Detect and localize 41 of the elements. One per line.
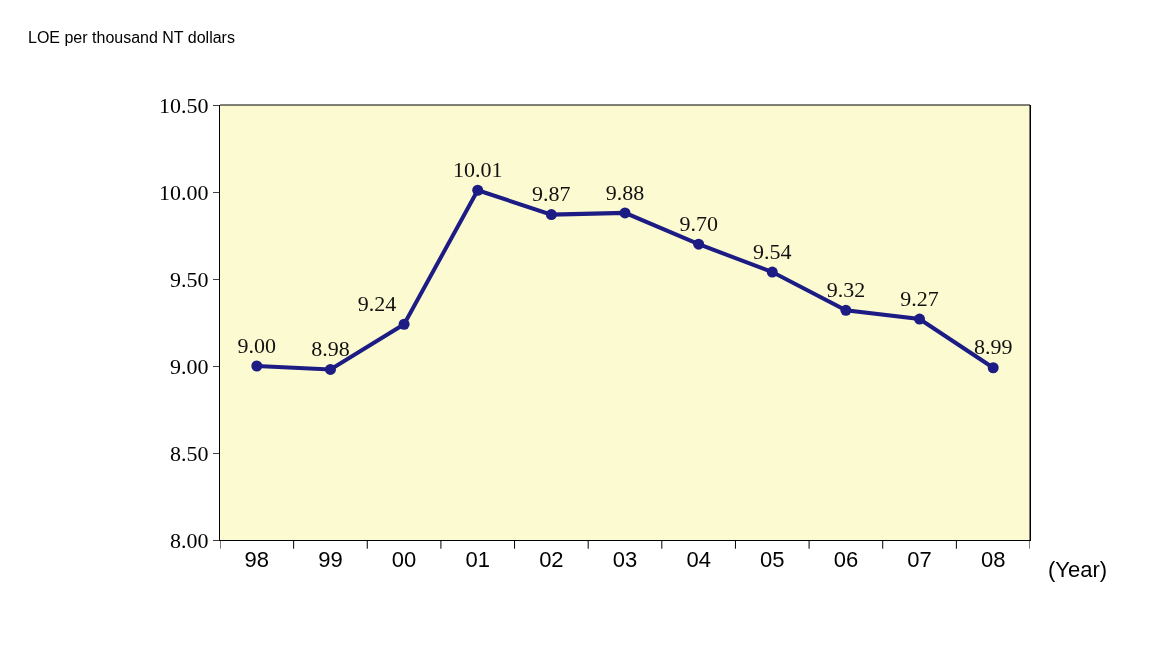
y-tick-label: 8.00 (170, 527, 209, 553)
point (987, 362, 999, 374)
x-tick-label: 05 (760, 547, 785, 573)
data-label: 9.27 (900, 285, 939, 311)
point (545, 209, 557, 221)
point (251, 360, 263, 372)
x-tick-label: 08 (980, 547, 1006, 573)
x-tick-label: 00 (391, 547, 417, 573)
x-tick-label: 99 (318, 547, 343, 573)
data-label: 9.87 (532, 181, 571, 207)
point (398, 318, 410, 330)
x-tick-label: 98 (244, 547, 270, 573)
data-label: 9.70 (679, 210, 718, 236)
y-tick-label: 9.00 (170, 353, 209, 379)
data-label: 9.32 (826, 276, 866, 302)
y-tick-label: 8.50 (170, 440, 209, 466)
data-label: 8.99 (973, 334, 1013, 360)
y-axis-title: LOE per thousand NT dollars (28, 29, 235, 46)
point (619, 207, 631, 219)
x-tick-label: 02 (539, 547, 564, 573)
point (693, 238, 705, 250)
data-label: 9.00 (237, 332, 277, 358)
y-tick-label: 10.50 (159, 92, 209, 118)
x-tick-label: 03 (612, 547, 638, 573)
point (840, 304, 852, 316)
y-tick-label: 10.00 (159, 179, 209, 205)
x-tick-label: 04 (686, 547, 711, 573)
data-label: 9.54 (753, 238, 792, 264)
data-label: 8.98 (311, 336, 350, 362)
data-label: 9.88 (605, 179, 645, 205)
x-tick-label: 07 (907, 547, 932, 573)
x-axis-title: (Year) (1048, 557, 1108, 582)
point (914, 313, 926, 325)
x-tick-label: 01 (465, 547, 490, 573)
point (324, 363, 336, 375)
x-tick-label: 06 (833, 547, 859, 573)
data-label: 10.01 (452, 156, 503, 182)
point (766, 266, 778, 278)
data-label: 9.24 (357, 290, 397, 316)
point (472, 184, 484, 196)
y-tick-label: 9.50 (170, 266, 209, 292)
